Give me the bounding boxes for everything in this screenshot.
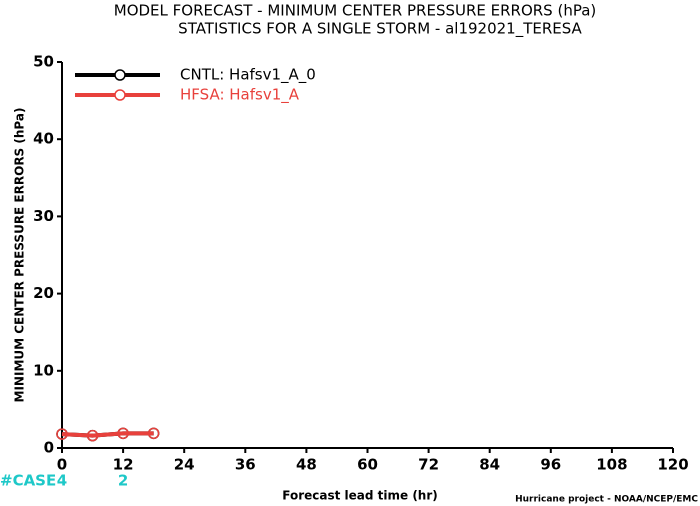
series-marker xyxy=(86,429,99,442)
x-tick-label: 36 xyxy=(235,456,256,474)
x-tick-label: 84 xyxy=(479,456,500,474)
x-axis-label: Forecast lead time (hr) xyxy=(282,489,438,503)
series-marker xyxy=(56,428,68,440)
x-tick-label: 108 xyxy=(596,456,627,474)
case-count: 4 xyxy=(57,472,67,490)
legend-label: HFSA: Hafsv1_A xyxy=(180,86,300,105)
y-tick-label: 50 xyxy=(33,53,54,71)
chart-subtitle: STATISTICS FOR A SINGLE STORM - al192021… xyxy=(178,20,582,39)
y-axis-label: MINIMUM CENTER PRESSURE ERRORS (hPa) xyxy=(13,108,27,403)
x-tick-label: 72 xyxy=(418,456,439,474)
footnote: Hurricane project - NOAA/NCEP/EMC xyxy=(515,495,698,505)
case-count: 2 xyxy=(118,472,128,490)
chart-title: MODEL FORECAST - MINIMUM CENTER PRESSURE… xyxy=(114,2,597,20)
legend-label: CNTL: Hafsv1_A_0 xyxy=(180,66,316,85)
series-marker xyxy=(147,427,160,440)
x-tick-label: 48 xyxy=(296,456,317,474)
case-label: #CASE xyxy=(0,472,56,490)
y-tick-label: 0 xyxy=(44,439,54,457)
x-tick-label: 60 xyxy=(357,456,378,474)
x-tick-label: 24 xyxy=(174,456,195,474)
y-tick-label: 30 xyxy=(33,207,54,225)
series-marker xyxy=(117,427,129,440)
x-tick-label: 96 xyxy=(540,456,561,474)
y-tick-label: 20 xyxy=(33,284,54,302)
legend-marker xyxy=(114,89,126,101)
x-tick-label: 120 xyxy=(657,456,688,474)
series-line xyxy=(61,431,154,438)
legend-marker xyxy=(114,69,126,81)
x-tick-label: 12 xyxy=(113,456,134,474)
y-tick-label: 40 xyxy=(33,130,54,148)
y-tick-label: 10 xyxy=(33,361,54,379)
x-tick-label: 0 xyxy=(57,456,67,474)
